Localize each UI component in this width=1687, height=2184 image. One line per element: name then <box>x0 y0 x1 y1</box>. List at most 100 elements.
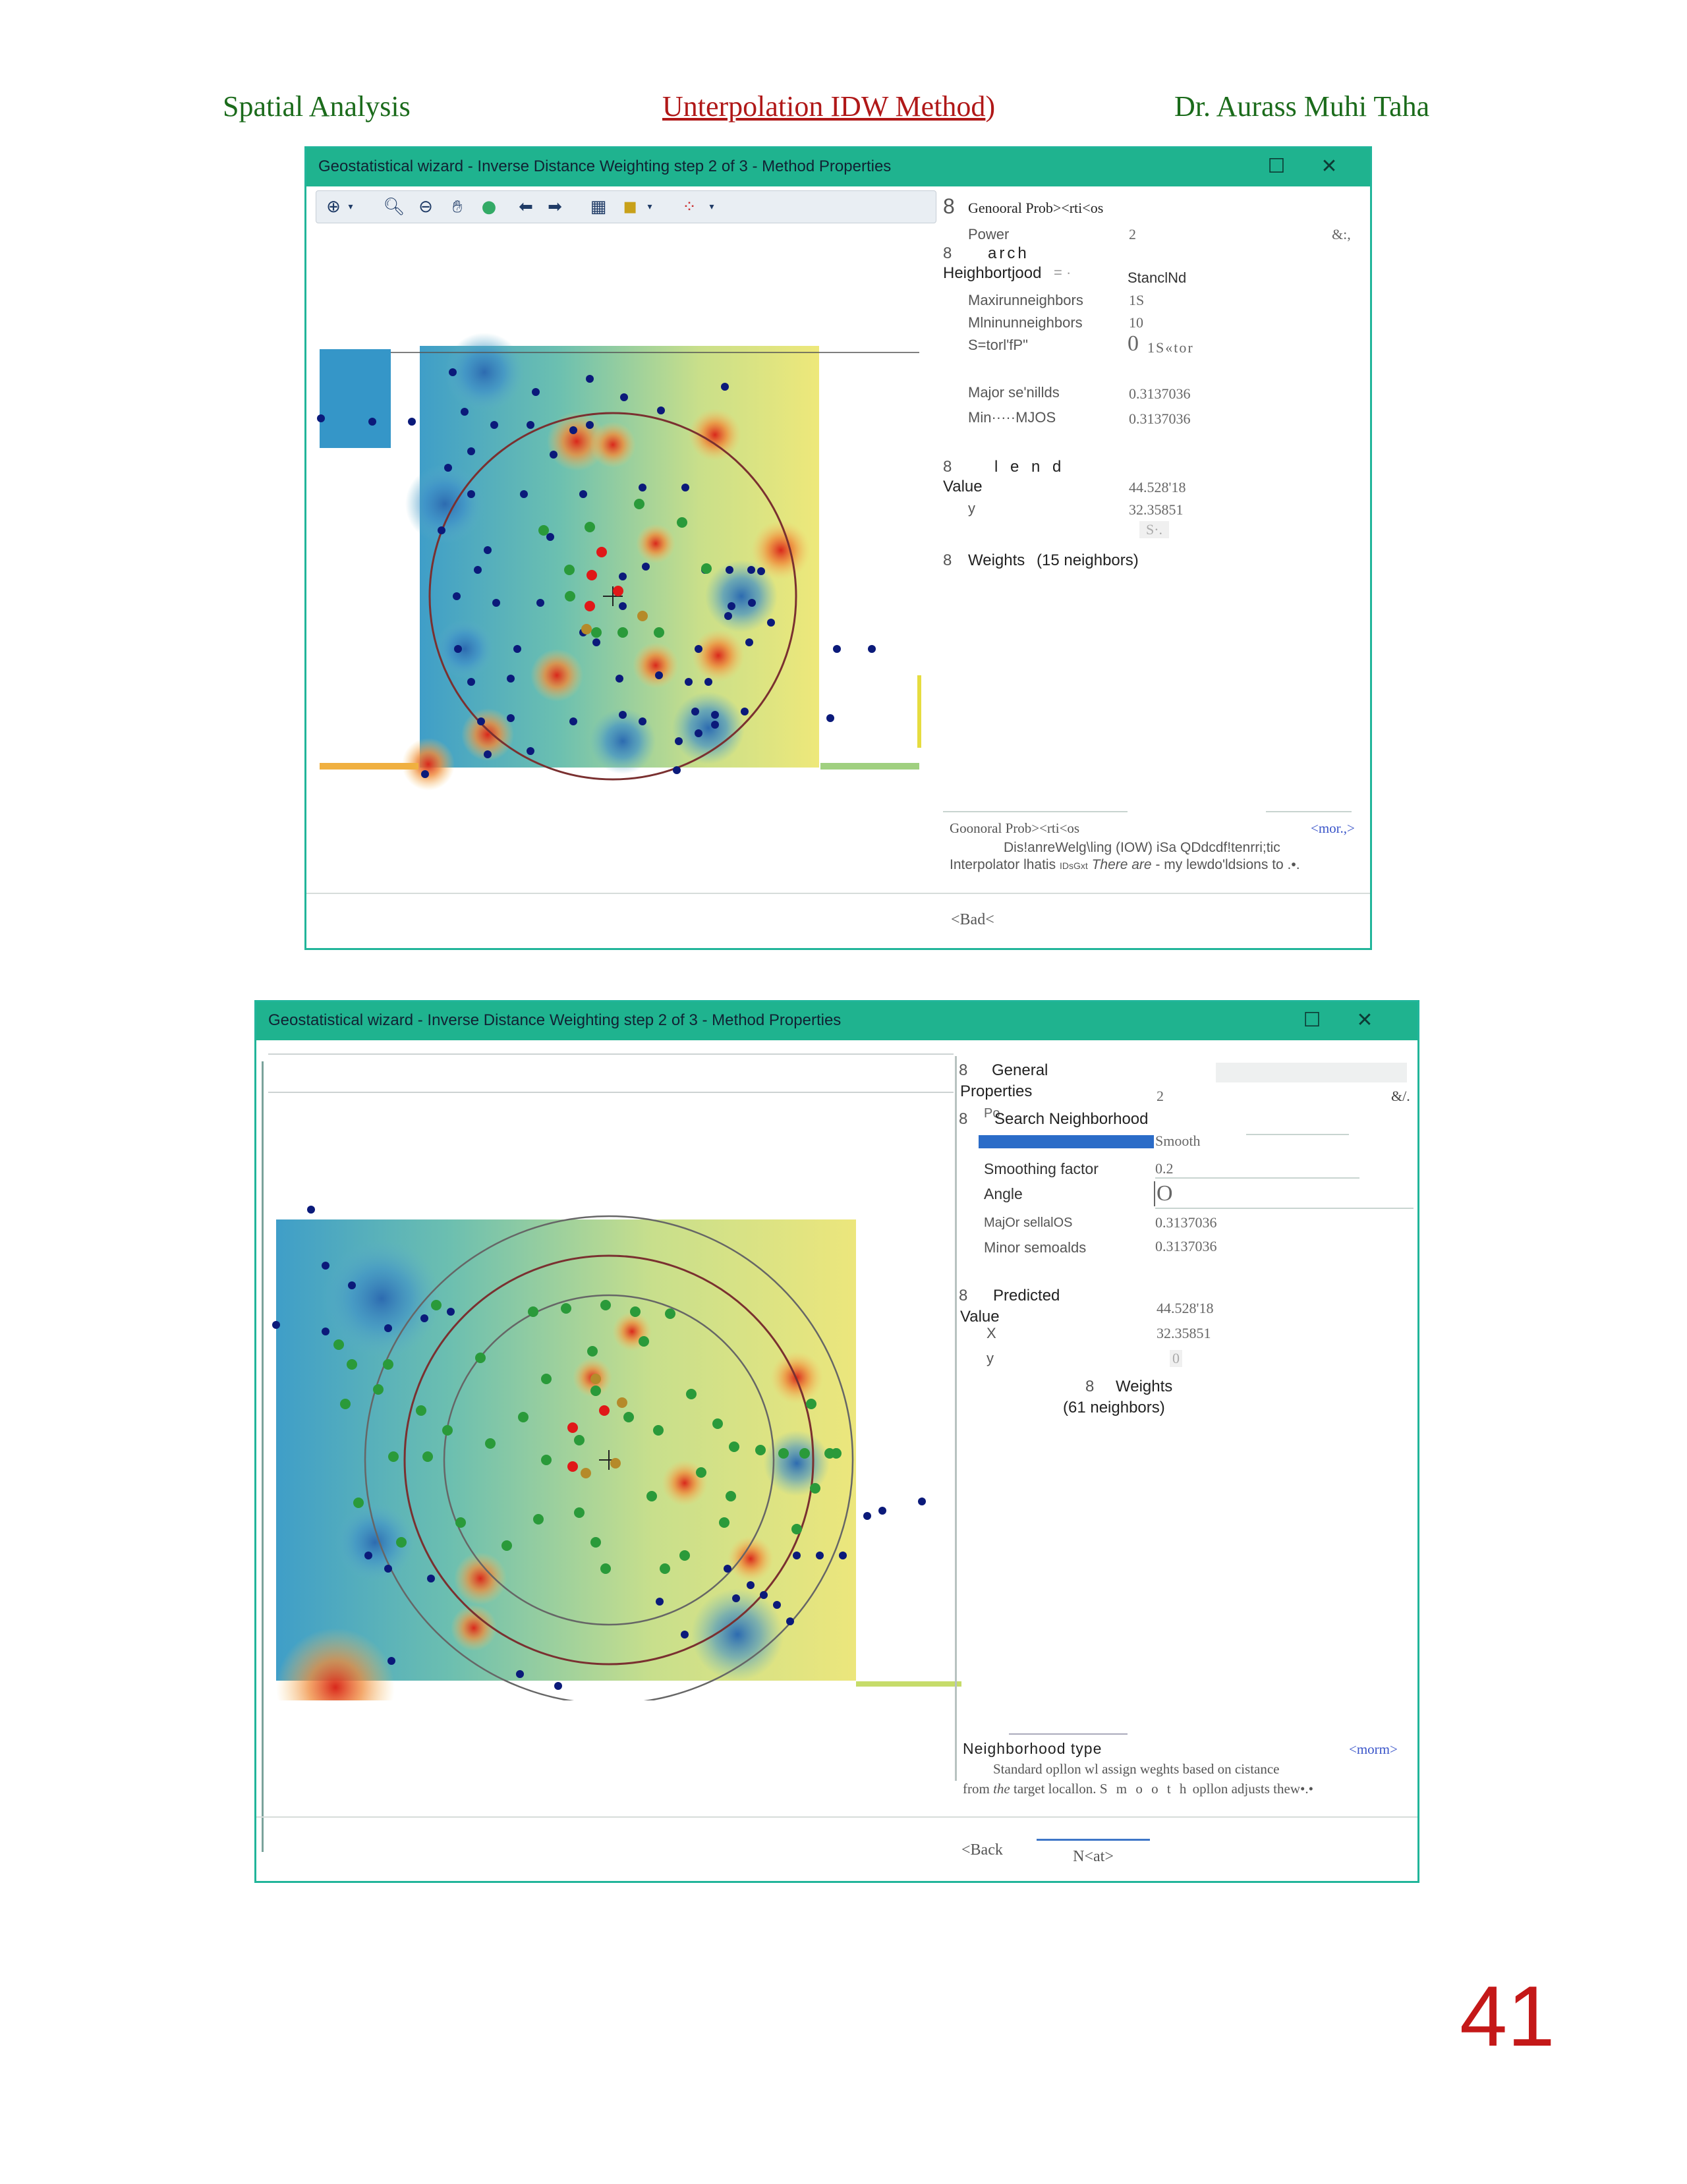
max-neighbors-value[interactable]: 1S <box>1129 292 1145 308</box>
sample-point <box>484 750 492 758</box>
section-search-header: arch <box>988 244 1029 262</box>
sample-point <box>591 627 602 638</box>
neighborhood-dropdown-arrow[interactable]: = · <box>1054 264 1072 281</box>
sample-point <box>719 1517 729 1528</box>
chevron-down-icon[interactable]: ▾ <box>709 202 714 212</box>
sample-point <box>617 1397 627 1408</box>
sample-point <box>536 599 544 607</box>
sample-point <box>660 1563 670 1574</box>
sector-type-icon[interactable]: 0 <box>1128 331 1139 356</box>
sample-point <box>673 766 681 774</box>
sample-point <box>639 484 646 491</box>
zoom-out-icon[interactable]: ⊖ <box>418 197 433 217</box>
method-properties-pane: 8 Genooral Prob><rti<os Power 2 &:, 8 ar… <box>943 188 1365 847</box>
sample-point <box>724 1565 731 1573</box>
sample-point <box>516 1670 524 1678</box>
collapse-toggle[interactable]: 8 <box>959 1110 968 1128</box>
pan-select-icon[interactable]: ⊕ <box>326 197 341 217</box>
sample-point <box>630 1306 641 1317</box>
sample-point <box>564 565 575 575</box>
idw-surface-map[interactable] <box>313 227 972 912</box>
collapse-toggle[interactable]: 8 <box>959 1061 968 1079</box>
min-neighbors-label: Mlninunneighbors <box>968 314 1083 331</box>
description-text: - my lewdo'ldsions to .•. <box>1155 857 1300 872</box>
search-circle <box>403 1254 815 1666</box>
sample-point <box>656 1598 664 1606</box>
collapse-toggle[interactable]: 8 <box>959 1287 968 1304</box>
idw-surface-map[interactable] <box>263 1200 988 1700</box>
maximize-icon[interactable]: ☐ <box>1303 1009 1321 1032</box>
sample-point <box>724 612 732 620</box>
power-value[interactable]: 2 <box>1157 1088 1164 1104</box>
collapse-toggle[interactable]: 8 <box>943 458 952 476</box>
sample-point <box>513 645 521 653</box>
sample-point <box>453 592 461 600</box>
major-semiaxis-value[interactable]: 0.3137036 <box>1129 385 1191 402</box>
sector-type-value[interactable]: 1S«tor <box>1147 339 1194 356</box>
minor-semiaxis-value[interactable]: 0.3137036 <box>1155 1238 1217 1254</box>
sample-point <box>492 599 500 607</box>
sample-point <box>485 1438 496 1449</box>
sample-point <box>455 1517 466 1528</box>
sample-point <box>550 451 558 459</box>
collapse-toggle[interactable]: 8 <box>943 244 952 262</box>
inner-search-circle <box>443 1294 775 1626</box>
weights-label: Weights <box>1116 1378 1173 1395</box>
sample-point <box>755 1445 766 1455</box>
collapse-toggle[interactable]: 8 <box>943 194 955 218</box>
sample-point <box>272 1321 280 1329</box>
table-icon[interactable]: ▦ <box>590 197 607 217</box>
hand-icon[interactable]: ✋︎ <box>452 197 463 217</box>
map-inset <box>320 349 391 448</box>
chevron-down-icon[interactable]: ▾ <box>348 202 353 212</box>
sample-point <box>810 1483 820 1494</box>
layer-icon[interactable]: ◼︎ <box>623 197 637 217</box>
sample-point <box>467 678 475 686</box>
collapse-toggle[interactable]: 8 <box>1085 1378 1095 1395</box>
sample-point <box>574 1507 585 1518</box>
globe-icon[interactable]: ● <box>481 197 497 217</box>
back-arrow-icon[interactable]: ⬅︎ <box>519 197 533 217</box>
chevron-down-icon[interactable]: ▾ <box>647 202 652 212</box>
points-icon[interactable]: ⁘ <box>682 197 697 217</box>
sample-point <box>918 1498 926 1505</box>
more-link[interactable]: <morm> <box>1349 1741 1398 1757</box>
power-value[interactable]: 2 <box>1129 226 1136 242</box>
close-icon[interactable]: ✕ <box>1356 1009 1373 1032</box>
min-neighbors-value[interactable]: 10 <box>1129 314 1143 331</box>
sample-point <box>586 570 597 580</box>
next-button[interactable]: N<at> <box>1037 1839 1150 1870</box>
search-circle <box>428 412 797 781</box>
major-semiaxis-value[interactable]: 0.3137036 <box>1155 1214 1217 1231</box>
smoothing-factor-value[interactable]: 0.2 <box>1155 1160 1174 1177</box>
neighborhood-type-value[interactable]: Smooth <box>1155 1133 1201 1149</box>
method-properties-pane: 8 General Properties 2 &/. 8 Po Search N… <box>959 1056 1414 1451</box>
sample-point <box>691 708 699 715</box>
close-icon[interactable]: ✕ <box>1321 155 1338 178</box>
sample-point <box>541 1455 552 1465</box>
angle-value[interactable]: O <box>1154 1181 1173 1206</box>
forward-arrow-icon[interactable]: ➡︎ <box>548 197 562 217</box>
sample-point <box>477 717 485 725</box>
sample-point <box>728 602 735 610</box>
description-line-1: Standard opllon wl assign weghts based o… <box>993 1761 1280 1777</box>
sample-point <box>610 1458 621 1469</box>
sample-point <box>438 526 445 534</box>
back-button[interactable]: <Back <box>961 1841 1003 1859</box>
sample-point <box>778 1448 789 1459</box>
sample-point <box>533 1514 544 1525</box>
sample-point <box>384 1324 392 1332</box>
zoom-in-icon[interactable]: 🔍︎ <box>383 197 405 217</box>
back-button[interactable]: <Bad< <box>951 911 994 928</box>
more-link[interactable]: <mor.,> <box>1311 820 1355 836</box>
sample-point <box>711 711 719 719</box>
collapse-toggle[interactable]: 8 <box>943 551 952 569</box>
minor-semiaxis-value[interactable]: 0.3137036 <box>1129 410 1191 427</box>
neighborhood-type-selector[interactable] <box>979 1135 1154 1148</box>
sample-point <box>726 566 733 574</box>
minor-semiaxis-label: Minor semoalds <box>984 1239 1087 1256</box>
sample-point <box>704 678 712 686</box>
sample-point <box>863 1512 871 1520</box>
maximize-icon[interactable]: ☐ <box>1267 155 1286 178</box>
neighborhood-type-value[interactable]: StanclNd <box>1128 269 1187 286</box>
